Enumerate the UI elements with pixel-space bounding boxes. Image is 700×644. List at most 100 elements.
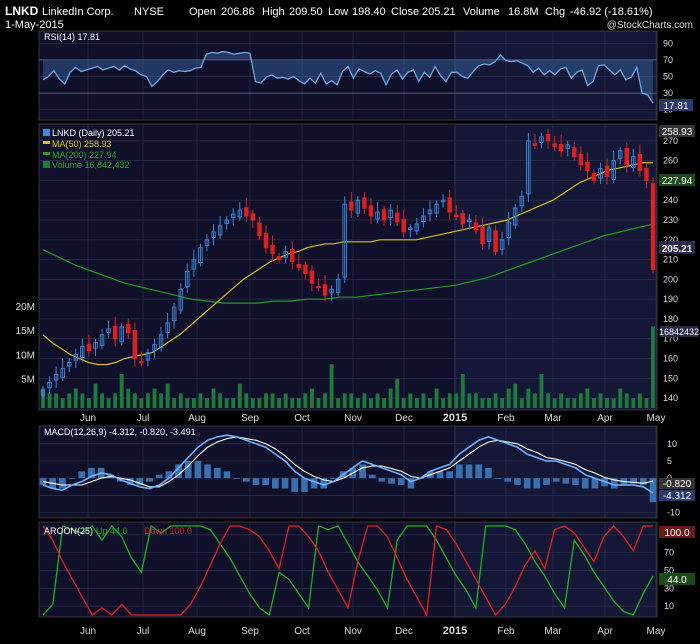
aroon-up-value-box: [659, 573, 695, 585]
volume-bar: [651, 326, 655, 408]
candle-body: [617, 150, 623, 159]
candle-body: [598, 168, 603, 179]
macd-histogram-bar: [649, 478, 657, 503]
candle-body: [296, 264, 302, 268]
volume-bar: [421, 393, 426, 408]
candle-body: [178, 288, 183, 311]
volume-bar: [198, 393, 203, 408]
volume-bar: [637, 393, 642, 408]
candle-body: [591, 173, 597, 181]
macd-histogram-bar: [291, 478, 299, 492]
macd-value-box: [659, 490, 695, 501]
candle-body: [624, 147, 629, 166]
volume-bar: [80, 393, 85, 408]
macd-line: [42, 434, 654, 494]
candle-body: [171, 306, 177, 321]
aroon-legend-title: AROON(25): [44, 526, 93, 536]
volume-bar: [480, 398, 485, 408]
macd-plot: [39, 434, 657, 503]
macd-histogram-bar: [310, 478, 318, 489]
macd-histogram-bar: [446, 471, 454, 479]
candle-body: [86, 343, 92, 352]
macd-histogram-bar: [194, 460, 202, 479]
rsi-value-label: 17.81: [663, 101, 688, 112]
volume-bar: [532, 393, 537, 408]
candle-body: [349, 201, 354, 211]
volume-bar: [336, 398, 341, 408]
price-panel-bg-2015: [454, 123, 658, 411]
macd-histogram-bar: [68, 478, 76, 479]
aroon-tick-label: 70: [664, 548, 674, 558]
price-candles: [40, 128, 656, 400]
volume-bar: [506, 388, 511, 408]
macd-histogram-bar: [242, 478, 250, 482]
volume-bar: [572, 398, 577, 408]
candle-body: [230, 213, 236, 219]
macd-histogram-bar: [252, 478, 260, 486]
macd-histogram-bar: [562, 478, 570, 484]
volume-bar: [592, 398, 596, 408]
price-tick-label: 190: [663, 294, 678, 304]
date-tick-label: May: [647, 626, 666, 637]
macd-histogram-bar: [126, 478, 134, 486]
candle-body: [106, 328, 111, 333]
candle-body: [427, 209, 433, 215]
macd-histogram-bar: [272, 478, 279, 489]
volume-value-box: [660, 326, 698, 337]
volume-bar: [539, 373, 544, 408]
candle-body: [276, 256, 282, 261]
date-tick-label: Mar: [544, 413, 562, 424]
date-tick-label: Sep: [241, 413, 259, 424]
macd-histogram-bar: [301, 478, 308, 492]
candle-body: [53, 373, 59, 381]
macd-histogram-bar: [543, 478, 550, 486]
volume-bar: [546, 393, 551, 408]
candle-body: [552, 143, 557, 148]
macd-histogram-bar: [494, 478, 502, 479]
signal-value-box: [659, 478, 695, 489]
date-tick-label: Sep: [241, 626, 259, 637]
volume-bar: [119, 373, 124, 408]
date-tick-label: Apr: [597, 626, 613, 637]
price-tick-label: 170: [663, 334, 678, 344]
date-tick-label: Dec: [395, 413, 413, 424]
volume-bar: [454, 393, 459, 408]
macd-histogram-bar: [485, 467, 492, 479]
candle-body: [165, 322, 170, 333]
volume-bar: [244, 393, 249, 408]
volume-bar: [342, 393, 347, 408]
macd-histogram-bar: [533, 478, 541, 489]
candle-body: [270, 244, 275, 255]
volume-bar: [323, 393, 327, 408]
volume-bars: [41, 326, 655, 408]
macd-histogram-bar: [175, 464, 182, 479]
ma50-legend: MA(50) 258.93: [52, 139, 112, 149]
volume-bar: [54, 393, 59, 408]
aroon-panel: AROON(25) Up 44.0 Down 100.0 9070503010 …: [42, 524, 695, 637]
macd-histogram-bar: [397, 478, 405, 486]
date-tick-label: Dec: [395, 626, 413, 637]
macd-signal-line: [42, 436, 654, 488]
candle-body: [578, 153, 584, 166]
macd-histogram-bar: [136, 478, 144, 486]
rsi-tick-label: 90: [663, 38, 673, 48]
candle-body: [47, 381, 52, 389]
candle-body: [434, 203, 439, 214]
candle-body: [585, 161, 590, 171]
candle-body: [532, 143, 538, 146]
volume-bar: [513, 383, 518, 408]
volume-bar: [309, 388, 314, 408]
candle-body: [204, 239, 210, 246]
aroon-down-value-box: [659, 526, 695, 538]
volume-bar: [316, 398, 321, 408]
volume-bar: [408, 393, 413, 408]
volume-bar: [165, 383, 170, 408]
volume-bar: [598, 393, 603, 408]
candle-body: [355, 199, 361, 214]
candle-body: [67, 362, 72, 367]
volume-bar: [631, 398, 636, 408]
candle-body: [322, 284, 328, 296]
macd-histogram-bar: [378, 478, 386, 482]
candle-body: [421, 215, 426, 223]
volume-bar: [388, 388, 393, 408]
